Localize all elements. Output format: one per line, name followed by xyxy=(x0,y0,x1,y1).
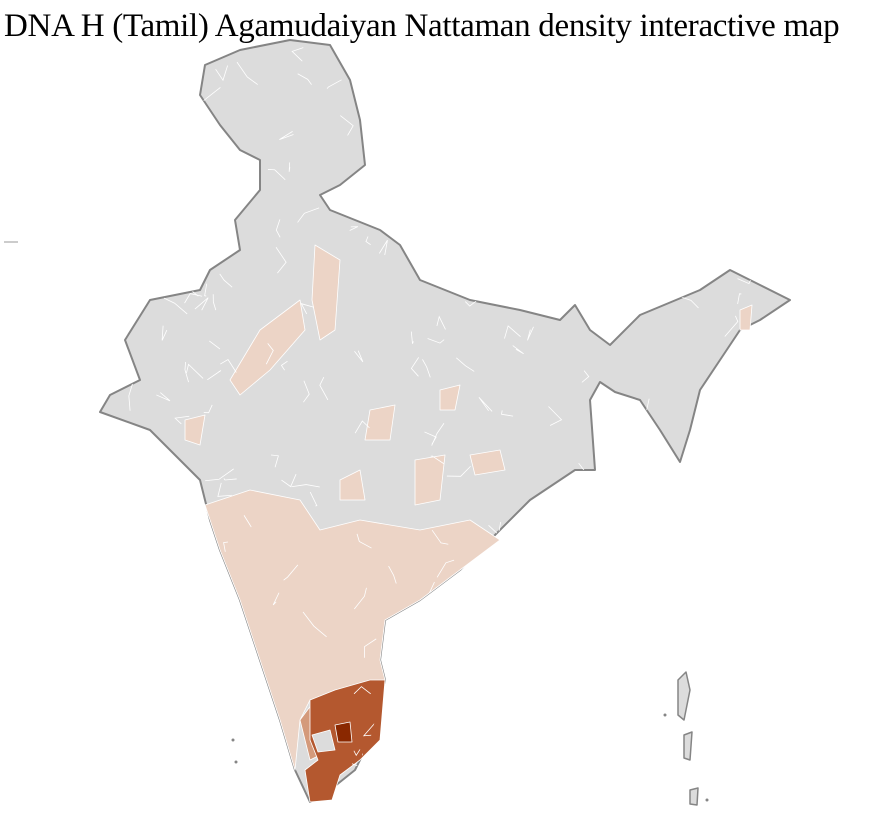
region-low-mp[interactable] xyxy=(364,404,396,441)
region-low-bihar[interactable] xyxy=(439,384,461,411)
region-low-chhattisgarh[interactable] xyxy=(414,454,446,506)
region-low-odisha[interactable] xyxy=(469,449,506,476)
region-highest-tiruchirappalli[interactable] xyxy=(334,721,353,743)
andaman-south[interactable] xyxy=(683,731,693,761)
region-low-up-west[interactable] xyxy=(311,244,341,341)
island-dot xyxy=(663,713,667,717)
region-low-ne[interactable] xyxy=(739,304,753,331)
region-low-rajasthan[interactable] xyxy=(229,299,306,396)
island-dot xyxy=(231,738,235,742)
region-low-density-south[interactable] xyxy=(204,489,501,771)
nicobar-islands[interactable] xyxy=(689,787,699,806)
andaman-islands[interactable] xyxy=(677,671,691,721)
region-no-data-nilgiris[interactable] xyxy=(311,729,336,753)
region-low-maharashtra[interactable] xyxy=(339,469,366,501)
island-dot xyxy=(705,798,709,802)
island-dot xyxy=(234,760,238,764)
region-low-gujarat[interactable] xyxy=(184,414,206,446)
map-title: DNA H (Tamil) Agamudaiyan Nattaman densi… xyxy=(4,8,840,44)
